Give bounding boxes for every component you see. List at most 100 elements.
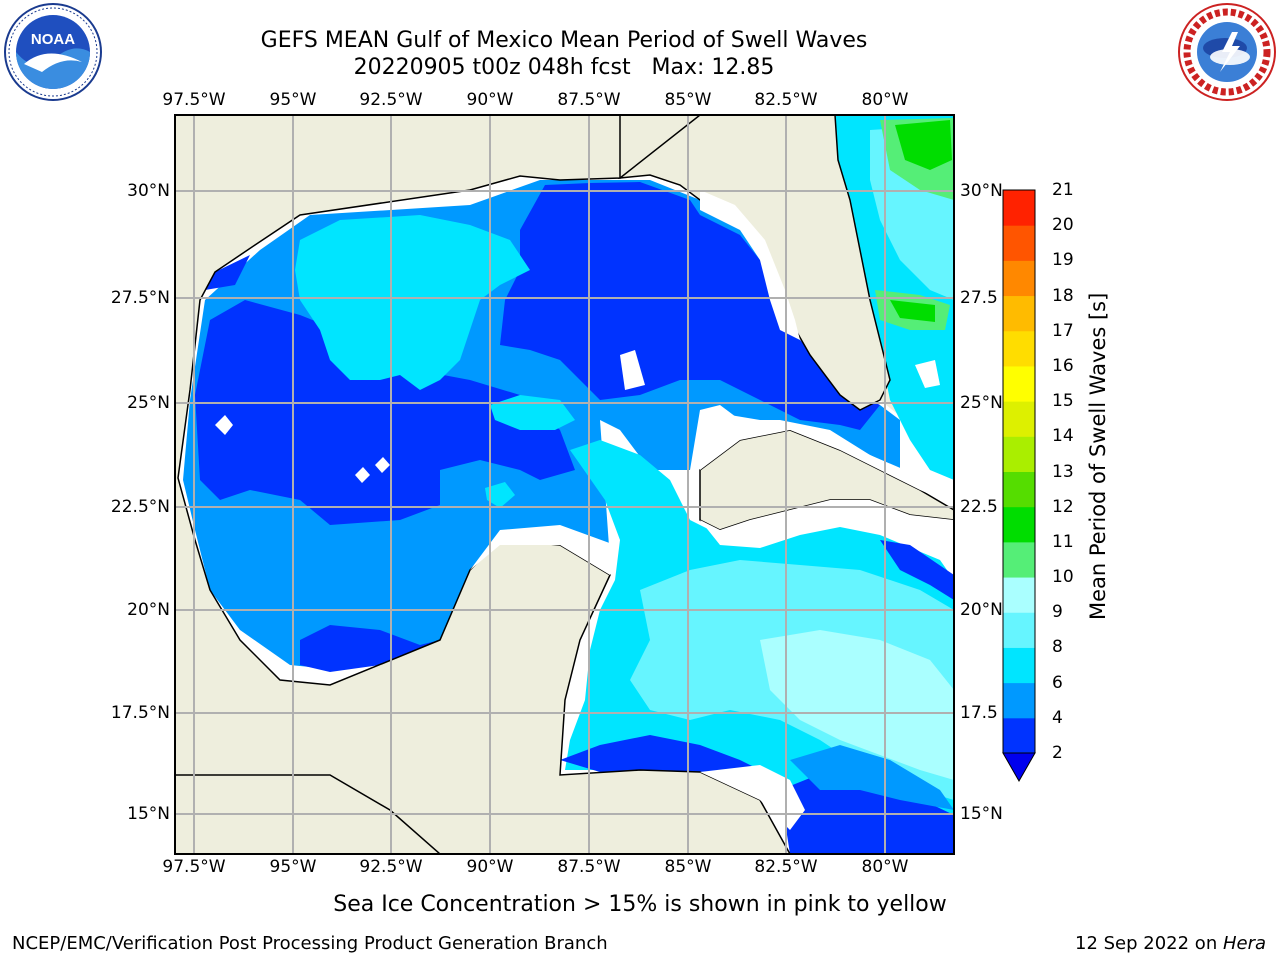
lon-tick-top: 85°W [664, 90, 712, 110]
band-lt-2-caribbean-south [560, 735, 760, 772]
lat-tick-right: 20°N [960, 600, 1003, 620]
colorbar-cell [1003, 260, 1035, 297]
colorbar-tick-label: 21 [1052, 180, 1074, 200]
band-4-6-dot [485, 482, 515, 508]
lat-tick-right: 25°N [960, 393, 1003, 413]
colorbar-extend-triangle [1002, 752, 1036, 783]
graticule [175, 115, 954, 854]
colorbar-cell [1003, 506, 1035, 543]
colorbar-tick-label: 10 [1052, 567, 1074, 588]
lon-tick-top: 80°W [861, 90, 909, 110]
mexico-land [175, 115, 791, 854]
colorbar-cell [1003, 682, 1035, 719]
lat-tick-right: 17.5 [960, 703, 998, 723]
colorbar-label: Mean Period of Swell Waves [s] [1086, 292, 1110, 620]
colorbar-tick-label: 4 [1052, 707, 1063, 728]
colorbar-tick-label: 18 [1052, 285, 1074, 306]
band-8-9-caribbean [760, 630, 954, 780]
lon-tick-bottom: 90°W [466, 857, 514, 877]
lon-tick-top: 82.5°W [754, 90, 818, 110]
lat-tick-left: 25°N [127, 393, 170, 413]
no-data-island-2 [215, 415, 233, 435]
colorbar-tick-label: 11 [1052, 531, 1074, 552]
colorbar-tick-label: 20 [1052, 215, 1074, 236]
band-lt-2-west-edge [205, 255, 250, 290]
band-2-4-caribbean-se [790, 745, 954, 810]
colorbar-cell [1003, 647, 1035, 684]
colorbar-cell [1003, 330, 1035, 367]
colorbar-tick-label: 6 [1052, 672, 1063, 693]
lon-tick-bottom: 85°W [664, 857, 712, 877]
colorbar-tick-label: 14 [1052, 426, 1074, 447]
national-weather-service-logo-icon [1178, 3, 1276, 101]
colorbar-cell [1003, 295, 1035, 332]
no-data-island-3 [355, 467, 370, 483]
lon-tick-top: 95°W [269, 90, 317, 110]
no-data-yucatan [470, 525, 615, 575]
lat-tick-right: 27.5 [960, 288, 998, 308]
colorbar-cell [1003, 471, 1035, 508]
noaa-logo-icon: NOAA [4, 3, 102, 101]
lon-tick-bottom: 92.5°W [359, 857, 423, 877]
lat-tick-right: 15°N [960, 804, 1003, 824]
lon-tick-top: 87.5°W [557, 90, 621, 110]
lon-tick-bottom: 82.5°W [754, 857, 818, 877]
no-data-cuba [700, 405, 954, 505]
footer-host: Hera [1222, 933, 1266, 954]
noaa-logo-text: NOAA [31, 31, 75, 48]
colorbar-cell [1003, 577, 1035, 613]
band-lt-2-ne-caribbean [880, 540, 954, 600]
colorbar-cell [1003, 717, 1035, 754]
chart-title: GEFS MEAN Gulf of Mexico Mean Period of … [260, 28, 868, 53]
sea-ice-caption: Sea Ice Concentration > 15% is shown in … [333, 892, 947, 917]
band-lt-2-caribbean-se [780, 770, 954, 854]
no-data-florida-west [700, 190, 800, 340]
lat-tick-right: 30°N [960, 181, 1003, 201]
band-lt-2-west [195, 300, 575, 525]
lon-tick-bottom: 87.5°W [557, 857, 621, 877]
colorbar-tick-label: 17 [1052, 320, 1074, 341]
lat-tick-left: 27.5°N [110, 288, 170, 308]
no-data-cuba-south [700, 500, 954, 548]
colorbar-tick-label: 9 [1052, 602, 1063, 623]
colorbar-cell [1003, 612, 1035, 648]
colorbar-cell [1003, 190, 1035, 226]
colorbar-cell [1003, 541, 1035, 578]
lon-tick-top: 92.5°W [359, 90, 423, 110]
chart-subtitle: 20220905 t00z 048h fcst Max: 12.85 [353, 55, 775, 80]
lon-tick-top: 90°W [466, 90, 514, 110]
colorbar-cell [1003, 365, 1035, 402]
colorbar-cell [1003, 225, 1035, 261]
band-10-11-atlantic-mid [890, 300, 935, 322]
colorbar [1002, 189, 1036, 783]
footer-branch: NCEP/EMC/Verification Post Processing Pr… [12, 933, 608, 954]
map-frame [174, 114, 955, 855]
no-data-island-4 [375, 457, 390, 473]
colorbar-tick-label: 12 [1052, 496, 1074, 517]
colorbar-tick-label: 2 [1052, 743, 1063, 763]
band-10-11-atlantic [895, 120, 952, 170]
lat-tick-left: 22.5°N [110, 497, 170, 517]
lat-tick-left: 30°N [127, 181, 170, 201]
lat-tick-left: 15°N [127, 804, 170, 824]
lon-tick-bottom: 95°W [269, 857, 317, 877]
lon-tick-bottom: 97.5°W [162, 857, 226, 877]
footer-date-text: 12 Sep 2022 on [1075, 933, 1223, 954]
band-4-6-north [295, 215, 530, 390]
footer-date: 12 Sep 2022 on Hera [1075, 933, 1266, 954]
colorbar-tick-label: 16 [1052, 355, 1074, 376]
lat-tick-right: 22.5 [960, 497, 998, 517]
colorbar-tick-label: 15 [1052, 391, 1074, 412]
colorbar-cell [1003, 401, 1035, 437]
colorbar-tick-label: 19 [1052, 250, 1074, 271]
lon-tick-top: 97.5°W [162, 90, 226, 110]
lat-tick-left: 20°N [127, 600, 170, 620]
colorbar-tick-label: 8 [1052, 637, 1063, 658]
colorbar-cell [1003, 436, 1035, 472]
lat-tick-left: 17.5°N [110, 703, 170, 723]
no-data-island-1 [620, 350, 645, 390]
lon-tick-bottom: 80°W [861, 857, 909, 877]
no-data-bahamas [915, 360, 940, 388]
colorbar-tick-label: 13 [1052, 461, 1074, 482]
